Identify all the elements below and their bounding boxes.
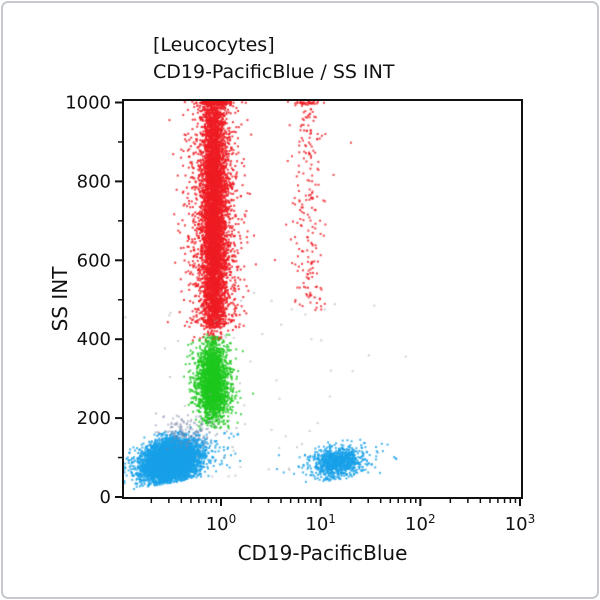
scatter-plot-area [124,101,521,497]
y-tick-label: 600 [77,250,111,271]
axes-layer: 0 200 400 600 800 1000 100 101 102 103 [65,93,536,536]
plot-subtitle: CD19-PacificBlue / SS INT [153,61,395,83]
y-tick-label: 1000 [65,93,111,114]
x-tick-label: 101 [305,512,336,535]
x-tick-label: 103 [505,512,536,535]
x-tick-label: 100 [206,512,237,535]
y-tick-label: 200 [77,408,111,429]
x-tick-label: 102 [405,512,436,535]
plot-title-block: [Leucocytes] CD19-PacificBlue / SS INT [153,32,394,86]
y-axis-title: SS INT [48,266,72,332]
plot-title: [Leucocytes] [153,34,275,56]
y-tick-label: 400 [77,329,111,350]
y-tick-label: 800 [77,171,111,192]
y-tick-label: 0 [100,487,111,508]
x-axis-title: CD19-PacificBlue [237,541,408,565]
